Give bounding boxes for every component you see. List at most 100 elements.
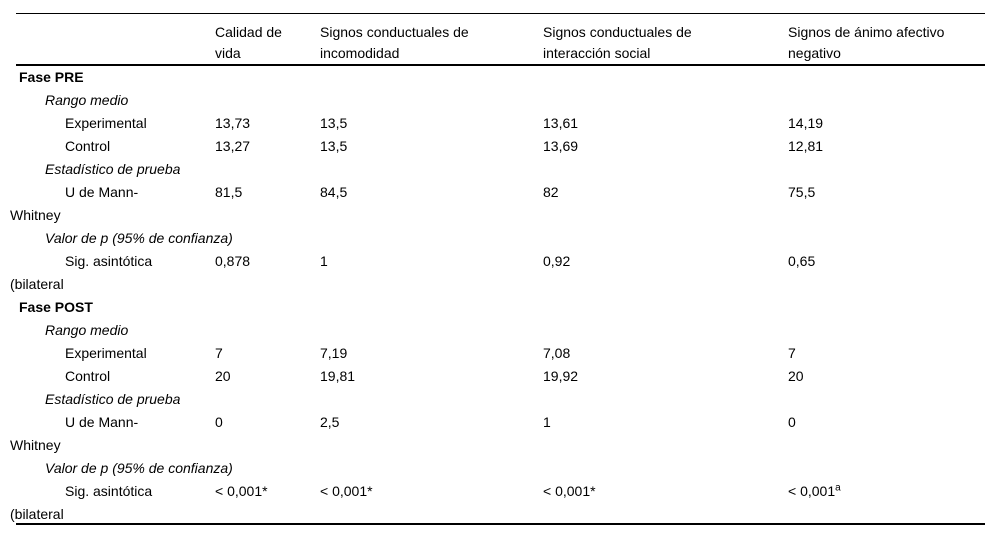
data-row: Sig. asintótica (bilateral < 0,001* < 0,001… (10, 480, 985, 526)
column-header-line: Signos conductuales de (543, 24, 692, 40)
data-row: Experimental 13,73 13,5 13,61 14,19 (10, 112, 985, 135)
cell-value: 81,5 (215, 184, 243, 200)
group-heading: Estadístico de prueba (10, 158, 215, 181)
cell-value: 19,81 (320, 368, 356, 384)
cell-value: 1 (543, 414, 551, 430)
row-label-line: Experimental (65, 345, 147, 361)
column-header-line: Calidad de (215, 24, 282, 40)
column-header: Signos de ánimo afectivo negativo (788, 22, 985, 64)
section-title: Fase POST (10, 296, 215, 319)
column-header-line: negativo (788, 45, 841, 61)
cell-value: 75,5 (788, 184, 816, 200)
group-heading: Rango medio (10, 319, 215, 342)
row-label-line: Control (65, 138, 111, 154)
cell-value: < 0,001* (320, 483, 373, 499)
cell-value: 7 (788, 345, 796, 361)
column-header: Calidad de vida (215, 22, 320, 64)
group-heading-row: Rango medio (10, 319, 985, 342)
group-heading-row: Rango medio (10, 89, 985, 112)
cell-value: 82 (543, 184, 559, 200)
row-label-line: Whitney (10, 437, 61, 453)
column-header: Signos conductuales de incomodidad (320, 22, 543, 64)
row-label-line: U de Mann- (65, 414, 139, 430)
row-label: U de Mann- Whitney (10, 411, 215, 457)
row-label-line: Rango medio (45, 322, 129, 338)
data-row: Control 13,27 13,5 13,69 12,81 (10, 135, 985, 158)
group-heading-row: Estadístico de prueba (10, 388, 985, 411)
row-label: Control (10, 365, 215, 388)
superscript-note: a (835, 482, 841, 494)
group-heading-row: Valor de p (95% de confianza) (10, 457, 985, 480)
row-label-line: Sig. asintótica (65, 253, 153, 269)
cell-value: 1 (320, 253, 328, 269)
group-heading: Valor de p (95% de confianza) (10, 457, 233, 480)
table-rule-header-separator (16, 64, 985, 66)
column-header-line: vida (215, 45, 241, 61)
cell-value: 0 (788, 414, 796, 430)
row-label-line: Fase POST (19, 299, 93, 315)
cell-value: < 0,001a (788, 482, 841, 499)
table-rule-bottom (16, 523, 985, 525)
cell-value: 0 (215, 414, 223, 430)
section-title: Fase PRE (10, 66, 215, 89)
row-label-line: U de Mann- (65, 184, 139, 200)
row-label-line: Whitney (10, 207, 61, 223)
data-row: Sig. asintótica (bilateral 0,878 1 0,92 0,65 (10, 250, 985, 296)
row-label-line: Valor de p (95% de confianza) (45, 230, 233, 246)
group-heading-row: Valor de p (95% de confianza) (10, 227, 985, 250)
row-label-line: Estadístico de prueba (45, 391, 181, 407)
column-header-line: Signos conductuales de (320, 24, 469, 40)
cell-value: 12,81 (788, 138, 824, 154)
group-heading-row: Estadístico de prueba (10, 158, 985, 181)
cell-value: 7,08 (543, 345, 571, 361)
cell-value: 0,92 (543, 253, 571, 269)
cell-value: 7 (215, 345, 223, 361)
data-row: U de Mann- Whitney 0 2,5 1 0 (10, 411, 985, 457)
group-heading: Estadístico de prueba (10, 388, 215, 411)
cell-value: 13,5 (320, 115, 348, 131)
row-label-line: Rango medio (45, 92, 129, 108)
row-label-line: Fase PRE (19, 69, 84, 85)
row-label: Experimental (10, 112, 215, 135)
row-label: Experimental (10, 342, 215, 365)
row-label-line: (bilateral (10, 276, 64, 292)
row-label: Control (10, 135, 215, 158)
row-label: Sig. asintótica (bilateral (10, 250, 215, 296)
table-rule-top (16, 13, 985, 14)
cell-value: 14,19 (788, 115, 824, 131)
column-header-line: Signos de ánimo afectivo (788, 24, 945, 40)
column-header-line: incomodidad (320, 45, 400, 61)
cell-value: 13,69 (543, 138, 579, 154)
row-label-line: Experimental (65, 115, 147, 131)
cell-value: 2,5 (320, 414, 340, 430)
cell-value: 7,19 (320, 345, 348, 361)
row-label: U de Mann- Whitney (10, 181, 215, 227)
column-header-line: interacción social (543, 45, 651, 61)
row-label-line: Sig. asintótica (65, 483, 153, 499)
cell-value: 13,27 (215, 138, 251, 154)
table-header-row: Calidad de vida Signos conductuales de inco… (10, 22, 985, 64)
cell-value: < 0,001* (543, 483, 596, 499)
cell-value: 0,65 (788, 253, 816, 269)
cell-value: 20 (215, 368, 231, 384)
group-heading: Rango medio (10, 89, 215, 112)
cell-value: < 0,001* (215, 483, 268, 499)
cell-value: 0,878 (215, 253, 251, 269)
table-body: Fase PRE Rango medio Experimental 13,73 13,5… (10, 66, 985, 526)
cell-value: 19,92 (543, 368, 579, 384)
section-title-row: Fase PRE (10, 66, 985, 89)
row-label-line: (bilateral (10, 506, 64, 522)
row-label-line: Estadístico de prueba (45, 161, 181, 177)
cell-value: 13,61 (543, 115, 579, 131)
data-row: Experimental 7 7,19 7,08 7 (10, 342, 985, 365)
row-label-line: Valor de p (95% de confianza) (45, 460, 233, 476)
group-heading: Valor de p (95% de confianza) (10, 227, 233, 250)
cell-value: 20 (788, 368, 804, 384)
cell-value: 84,5 (320, 184, 348, 200)
row-label-line: Control (65, 368, 111, 384)
data-row: Control 20 19,81 19,92 20 (10, 365, 985, 388)
row-label: Sig. asintótica (bilateral (10, 480, 215, 526)
cell-value: 13,73 (215, 115, 251, 131)
section-title-row: Fase POST (10, 296, 985, 319)
